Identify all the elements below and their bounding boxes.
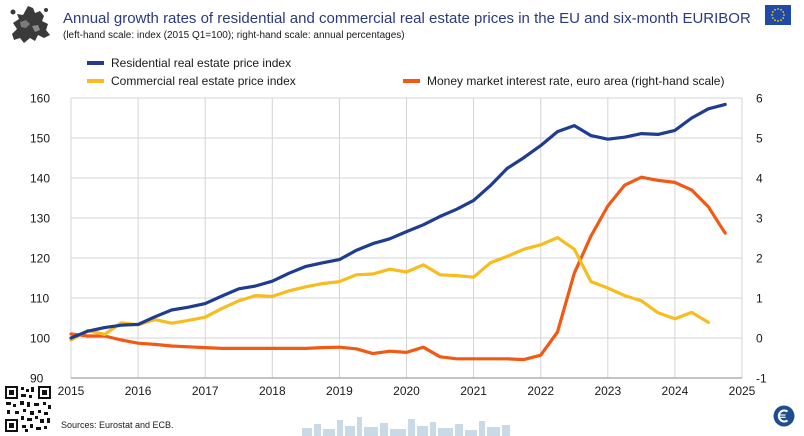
y-left-tick-label: 130	[30, 212, 50, 226]
legend-commercial: Commercial real estate price index	[87, 74, 296, 88]
y-left-tick-label: 90	[30, 372, 44, 386]
legend-residential: Residential real estate price index	[87, 56, 291, 70]
x-tick-label: 2022	[527, 384, 554, 398]
x-tick-label: 2025	[729, 384, 756, 398]
legend-label-commercial: Commercial real estate price index	[111, 74, 296, 88]
x-tick-label: 2023	[594, 384, 621, 398]
series-line-money-market	[69, 175, 727, 362]
y-left-tick-label: 150	[30, 132, 50, 146]
chart-subtitle: (left-hand scale: index (2015 Q1=100); r…	[63, 30, 405, 41]
x-tick-label: 2024	[662, 384, 689, 398]
y-left-tick-label: 120	[30, 252, 50, 266]
eu-map-logo	[10, 6, 50, 43]
y-left-tick-label: 110	[30, 292, 49, 306]
legend-swatch-money-market	[403, 79, 420, 83]
x-tick-label: 2015	[58, 384, 85, 398]
x-tick-label: 2019	[326, 384, 353, 398]
y-left-tick-label: 100	[30, 332, 50, 346]
y-right-tick-label: 4	[756, 172, 763, 186]
x-tick-label: 2018	[259, 384, 286, 398]
eu-flag-icon	[765, 5, 791, 25]
y-left-tick-label: 140	[30, 172, 50, 186]
chart-title: Annual growth rates of residential and c…	[63, 10, 751, 27]
series-line-commercial	[69, 236, 711, 342]
city-skyline-decoration	[302, 417, 510, 436]
legend-label-money-market: Money market interest rate, euro area (r…	[427, 74, 725, 88]
x-tick-label: 2020	[393, 384, 420, 398]
y-right-tick-label: 1	[756, 292, 763, 306]
series-line-residential	[69, 102, 727, 340]
qr-code	[4, 385, 52, 433]
y-right-tick-label: 3	[756, 212, 763, 226]
x-tick-label: 2016	[125, 384, 152, 398]
x-tick-label: 2017	[192, 384, 219, 398]
source-note: Sources: Eurostat and ECB.	[61, 420, 174, 430]
y-right-tick-label: -1	[756, 372, 767, 386]
y-right-tick-label: 5	[756, 132, 763, 146]
legend-label-residential: Residential real estate price index	[111, 56, 292, 70]
ecb-logo	[773, 405, 795, 427]
legend-money-market: Money market interest rate, euro area (r…	[403, 74, 724, 88]
y-right-tick-label: 0	[756, 332, 763, 346]
y-right-tick-label: 6	[756, 92, 763, 106]
x-tick-label: 2021	[460, 384, 487, 398]
legend-swatch-commercial	[87, 79, 104, 83]
y-right-tick-label: 2	[756, 252, 763, 266]
legend-swatch-residential	[87, 61, 104, 65]
y-left-tick-label: 160	[30, 92, 50, 106]
